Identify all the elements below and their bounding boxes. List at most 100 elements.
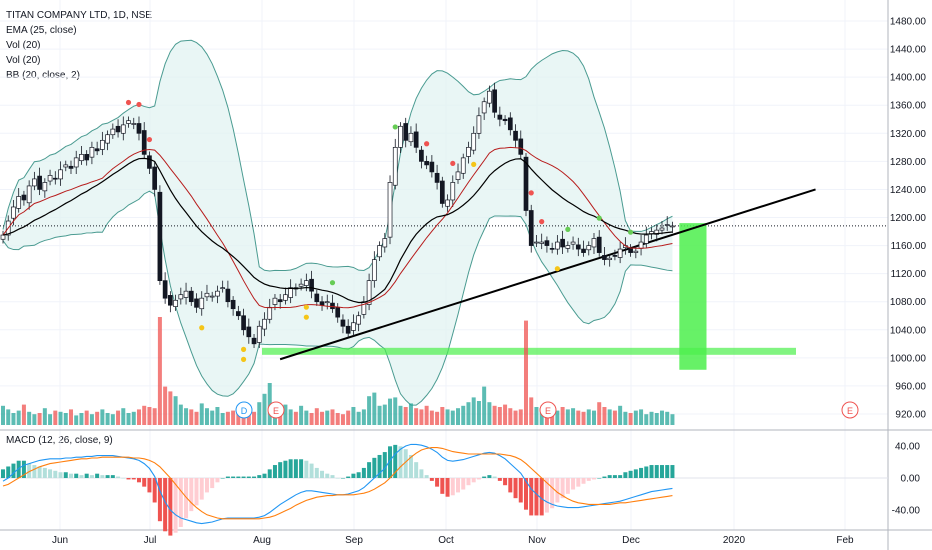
macd-histogram-bar [414, 462, 419, 478]
macd-histogram-bar [189, 478, 194, 512]
volume-bar [461, 405, 466, 425]
signal-dot [136, 101, 142, 108]
macd-histogram-bar [377, 454, 382, 478]
macd-histogram-bar [168, 478, 173, 536]
bb-lower [2, 190, 673, 406]
earnings-marker-label: E [273, 406, 279, 416]
volume-bar [414, 408, 419, 425]
signal-dot [539, 219, 545, 225]
macd-histogram-bar [591, 478, 596, 480]
volume-bar [492, 405, 497, 425]
volume-bar [419, 409, 424, 425]
macd-histogram-bar [550, 478, 555, 509]
candle [147, 155, 152, 169]
candle [230, 299, 236, 310]
volume-bar [482, 386, 487, 425]
signal-dots [125, 99, 634, 362]
price-tick-label: 1360.00 [890, 101, 927, 112]
legend-ema[interactable]: EMA (25, close) [6, 25, 77, 36]
candle [607, 257, 613, 260]
candle [11, 206, 16, 219]
macd-histogram-bar [48, 469, 53, 478]
macd-histogram-bar [508, 478, 513, 493]
volume-bars [1, 317, 675, 425]
volume-bar [424, 405, 429, 425]
macd-histogram-bar [314, 467, 319, 478]
volume-bar [466, 402, 471, 425]
macd-histogram-bar [320, 470, 325, 478]
volume-bar [367, 396, 372, 425]
earnings-marker-label: E [847, 406, 853, 416]
volume-bar [95, 411, 100, 425]
macd-histogram-bar [346, 476, 351, 478]
legend-bb[interactable]: BB (20, close, 2) [6, 70, 80, 81]
volume-bar [403, 407, 408, 425]
candle [439, 180, 445, 204]
macd-histogram-bar [560, 478, 565, 499]
macd-histogram-bar [612, 475, 617, 478]
candle [178, 294, 184, 300]
macd-legend[interactable]: MACD (12, 26, close, 9) [6, 435, 113, 446]
macd-histogram-bar [110, 475, 115, 478]
volume-bar [267, 383, 272, 425]
macd-histogram-bar [42, 467, 47, 478]
macd-histogram-bar [241, 476, 246, 478]
volume-bar [105, 413, 110, 425]
candle [324, 301, 330, 304]
candle [534, 241, 539, 244]
macd-histogram-bar [524, 478, 528, 510]
macd-histogram-bar [356, 472, 361, 478]
volume-bar [586, 409, 591, 425]
candle [366, 280, 372, 305]
candle [42, 182, 48, 192]
macd-histogram-bar [63, 472, 68, 478]
time-tick-label: Feb [836, 535, 854, 546]
legend-vol-2[interactable]: Vol (20) [6, 55, 41, 66]
price-tick-label: 1400.00 [890, 73, 927, 84]
candle [272, 297, 278, 305]
candle [492, 89, 497, 113]
volume-bar [649, 411, 654, 425]
macd-histogram-bar [121, 478, 126, 479]
legend-symbol[interactable]: TITAN COMPANY LTD, 1D, NSE [6, 10, 152, 21]
volume-bar [529, 397, 534, 425]
earnings-marker [235, 401, 253, 419]
macd-histogram-bar [330, 475, 335, 478]
candle [413, 131, 419, 148]
candle [152, 166, 158, 190]
legend-vol-1[interactable]: Vol (20) [6, 40, 41, 51]
macd-histogram-bar [163, 478, 168, 532]
macd-histogram-bar [293, 459, 298, 478]
macd-histogram-bar [278, 462, 283, 478]
volume-bar [565, 409, 570, 425]
volume-bar [576, 410, 581, 425]
macd-histogram-bar [157, 478, 162, 522]
price-tick-label: 1240.00 [890, 185, 927, 196]
candle [586, 245, 592, 251]
macd-histogram-bar [105, 475, 110, 478]
candle [84, 154, 90, 161]
candle [267, 306, 273, 320]
volume-bar [340, 414, 345, 425]
volume-bar [429, 410, 434, 425]
volume-bar [393, 397, 398, 425]
volume-bar [225, 411, 230, 425]
volume-bar [518, 409, 523, 425]
volume-bar [382, 404, 387, 425]
time-tick-label: Jul [144, 535, 157, 546]
candle [518, 138, 524, 155]
candle [408, 132, 414, 143]
volume-bar [236, 408, 241, 425]
earnings-marker [841, 401, 859, 419]
sma-line [2, 146, 673, 309]
volume-bar [147, 407, 152, 425]
macd-histogram-bar [37, 466, 42, 478]
volume-bar [100, 409, 105, 425]
volume-bar [571, 408, 576, 425]
candle [617, 248, 623, 258]
macd-histogram-bar [299, 459, 304, 478]
volume-bar [68, 409, 73, 425]
volume-bar [6, 409, 11, 425]
macd-histogram-bar [283, 460, 288, 478]
